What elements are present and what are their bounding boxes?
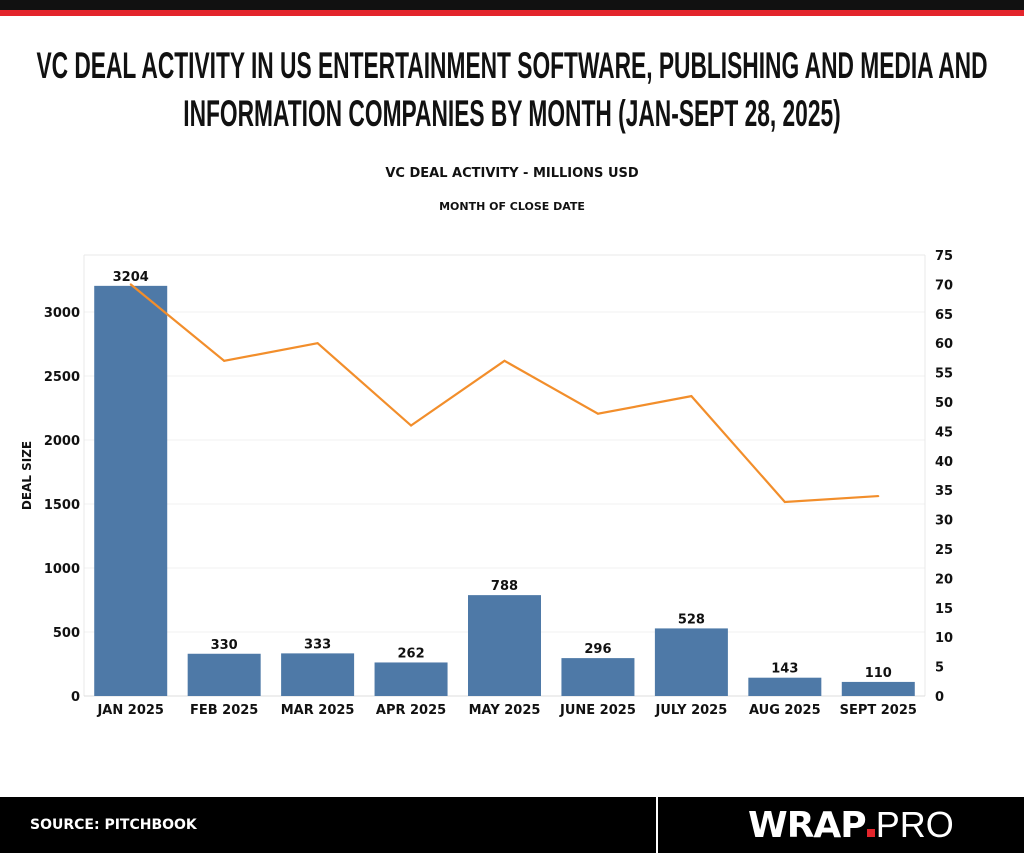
bar-data-label: 3204 [113,270,149,285]
line-point [503,359,506,362]
bar [841,681,915,696]
bar-data-label: 296 [584,642,611,657]
right-tick-label: 75 [935,249,953,264]
x-axis-label: MONTH OF CLOSE DATE [439,200,585,213]
chart-title: VC DEAL ACTIVITY IN US ENTERTAINMENT SOF… [36,45,988,134]
right-tick-label: 20 [935,572,953,587]
left-tick-label: 2000 [44,434,80,449]
x-tick-label: JULY 2025 [654,703,727,718]
source-text: SOURCE: PITCHBOOK [30,817,197,833]
bar [468,595,541,696]
right-tick-label: 55 [935,367,953,382]
left-tick-label: 1000 [44,562,80,577]
right-tick-label: 65 [935,308,953,323]
left-tick-label: 500 [53,626,80,641]
bar [281,653,355,696]
bar-data-label: 110 [865,666,892,681]
bar-data-label: 788 [491,579,518,594]
footer: SOURCE: PITCHBOOK WRAP PRO [0,797,1024,853]
x-tick-label: AUG 2025 [749,703,821,718]
x-tick-label: MAY 2025 [469,703,541,718]
line-point [223,359,226,362]
footer-divider [656,797,658,853]
line-point [596,412,599,415]
right-tick-label: 10 [935,631,953,646]
right-tick-label: 40 [935,455,953,470]
x-tick-label: JUNE 2025 [559,703,636,718]
right-tick-label: 60 [935,337,953,352]
bar-data-label: 333 [304,637,331,652]
x-tick-label: FEB 2025 [190,703,258,718]
bar-data-label: 330 [211,638,238,653]
bar-data-label: 143 [771,662,798,677]
line-point [316,342,319,345]
left-tick-label: 2500 [44,370,80,385]
right-tick-label: 0 [935,690,944,705]
top-red-bar [0,10,1024,16]
bar-data-label: 262 [397,646,424,661]
x-tick-label: SEPT 2025 [840,703,917,718]
x-tick-label: JAN 2025 [96,703,164,718]
line-point [690,395,693,398]
chart-subtitle: VC DEAL ACTIVITY - MILLIONS USD [385,166,639,181]
right-tick-label: 70 [935,278,953,293]
bar [374,662,448,696]
x-tick-label: MAR 2025 [281,703,355,718]
line-point [783,500,786,503]
bar [561,658,635,696]
right-tick-label: 50 [935,396,953,411]
bar [654,628,728,696]
bar [94,285,168,696]
x-tick-label: APR 2025 [376,703,446,718]
top-black-bar [0,0,1024,10]
left-tick-label: 1500 [44,498,80,513]
bar-data-label: 528 [678,612,705,627]
left-tick-label: 0 [71,690,80,705]
right-tick-label: 15 [935,602,953,617]
chart: 0 500 1000 1500 2000 2500 3000 0 5 10 15 20 25 30 35 40… [20,249,953,718]
right-tick-label: 25 [935,543,953,558]
right-tick-label: 30 [935,514,953,529]
line-point [129,283,132,286]
deal-count-line [130,283,879,504]
line-point [877,495,880,498]
right-tick-label: 5 [935,661,944,676]
right-tick-label: 35 [935,484,953,499]
left-tick-label: 3000 [44,306,80,321]
right-tick-label: 45 [935,425,953,440]
y-axis-label: DEAL SIZE [20,441,34,510]
line-point [410,424,413,427]
bar [748,677,822,696]
wrap-pro-logo: WRAP PRO [748,804,954,846]
bar [187,653,261,696]
